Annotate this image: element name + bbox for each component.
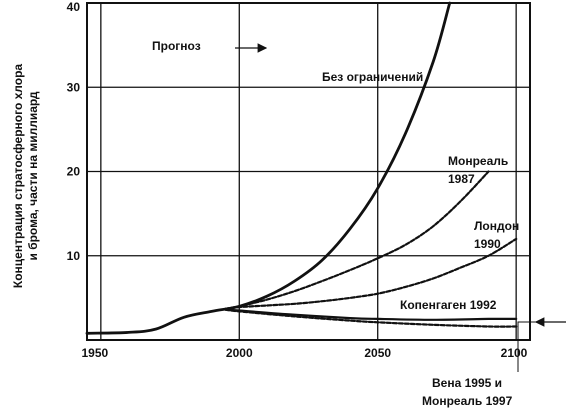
- x-tick-label-1950: 1950: [81, 346, 108, 360]
- label-london-1990-line1: Лондон: [474, 219, 519, 233]
- y-axis-label-line2: и брома, части на миллиард: [26, 91, 40, 260]
- y-tick-label-40: 40: [67, 0, 81, 14]
- series-lines: [85, 1, 518, 335]
- y-tick-label-20: 20: [67, 165, 81, 179]
- axis-ticks: 1950 2000 2050 2100 10 20 30 40: [67, 0, 528, 360]
- y-axis-label-line1: Концентрация стратосферного хлора: [11, 64, 25, 289]
- series-line-4: [224, 308, 518, 328]
- label-no-limits: Без ограничений: [322, 70, 423, 84]
- series-line-0: [85, 1, 452, 335]
- label-montreal-1987-line2: 1987: [448, 172, 475, 186]
- series-line-3: [224, 308, 518, 321]
- grid-lines: [87, 3, 530, 340]
- x-tick-label-2050: 2050: [364, 346, 391, 360]
- x-tick-label-2100: 2100: [501, 346, 528, 360]
- y-axis-label: Концентрация стратосферного хлора и бром…: [11, 64, 40, 289]
- label-montreal-1987-line1: Монреаль: [448, 154, 508, 168]
- forecast-label: Прогноз: [152, 39, 201, 53]
- label-copenhagen-1992: Копенгаген 1992: [400, 298, 497, 312]
- plot-frame: [86, 2, 531, 341]
- x-tick-label-2000: 2000: [226, 346, 253, 360]
- label-vienna-line2: Монреаль 1997: [422, 394, 513, 408]
- series-line-1: [224, 170, 490, 310]
- label-vienna-line1: Вена 1995 и: [432, 376, 502, 390]
- series-line-2: [224, 237, 518, 310]
- label-london-1990-line2: 1990: [474, 237, 501, 251]
- y-tick-label-10: 10: [67, 249, 81, 263]
- y-tick-label-30: 30: [67, 80, 81, 94]
